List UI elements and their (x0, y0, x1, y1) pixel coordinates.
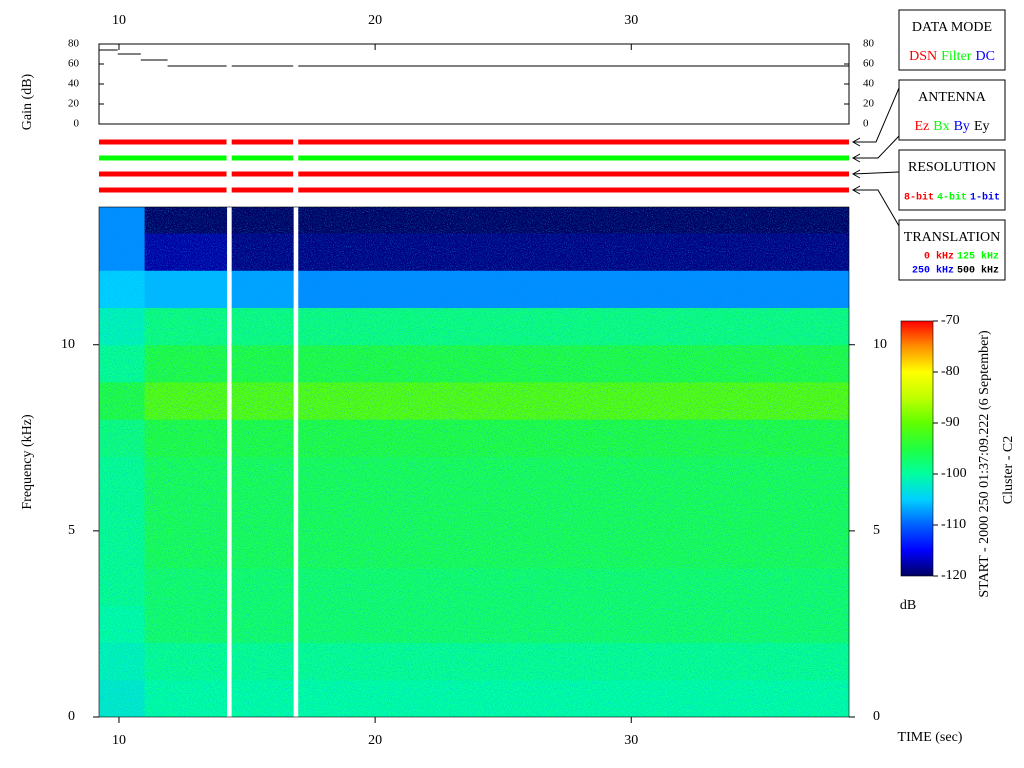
colorbar-tick-label: -100 (941, 466, 967, 481)
status-bar-segment (99, 171, 227, 177)
x-tick-label-top: 10 (112, 13, 126, 28)
status-bar-segment (298, 155, 849, 161)
side-panel-item: 4-bit (937, 192, 967, 204)
side-panel-title: RESOLUTION (908, 160, 996, 175)
y-tick-label: 0 (74, 118, 80, 130)
side-panel (898, 149, 1006, 211)
side-panel-item: 1-bit (970, 192, 1000, 204)
colorbar-label: dB (900, 598, 916, 613)
side-panel-title: TRANSLATION (904, 230, 1000, 245)
arrow-head (851, 153, 861, 163)
gain-frame (98, 43, 850, 125)
arrow-head (851, 185, 861, 195)
colorbar-tick-label: -80 (941, 364, 960, 379)
y-tick-label-right: 0 (863, 118, 869, 130)
y-tick-label: 5 (68, 523, 75, 538)
x-tick-label-top: 20 (368, 13, 382, 28)
spectrogram-frame (98, 206, 850, 718)
arrow-head (851, 169, 861, 179)
y-tick-label: 0 (68, 709, 75, 724)
y-tick-label: 80 (68, 38, 80, 50)
colorbar-tick-label: -90 (941, 415, 960, 430)
side-panel-item: DSN (909, 49, 937, 64)
x-tick-label: 20 (368, 733, 382, 748)
status-bar-segment (231, 155, 294, 161)
y-tick-label: 40 (68, 78, 80, 90)
y-tick-label: 20 (68, 98, 80, 110)
y-axis-label: Gain (dB) (20, 73, 35, 130)
y-axis-label: Frequency (kHz) (20, 414, 35, 510)
status-bar-segment (231, 187, 294, 193)
status-bar-segment (99, 139, 227, 145)
arrow (853, 87, 900, 143)
status-bar-segment (298, 187, 849, 193)
side-panel-item: 8-bit (904, 192, 934, 204)
arrow (853, 189, 900, 227)
y-tick-label: 10 (61, 337, 75, 352)
side-panel-item: Bx (933, 119, 949, 134)
status-bar-segment (99, 155, 227, 161)
y-tick-label-right: 20 (863, 98, 875, 110)
y-tick-label-right: 0 (873, 709, 880, 724)
colorbar-tick-label: -70 (941, 313, 960, 328)
y-tick-label-right: 60 (863, 58, 875, 70)
side-panel-item: 125 kHz (957, 251, 999, 263)
side-panel (898, 9, 1006, 71)
x-tick-label: 10 (112, 733, 126, 748)
side-panel-item: 250 kHz (912, 265, 954, 277)
status-bar-segment (298, 139, 849, 145)
side-panel-item: Ey (974, 119, 990, 134)
colorbar-tick-label: -120 (941, 568, 967, 583)
colorbar-tick-label: -110 (941, 517, 966, 532)
side-panel (898, 79, 1006, 141)
side-panel-item: Ez (914, 119, 929, 134)
status-bar-segment (231, 139, 294, 145)
spectrogram (99, 207, 849, 717)
pointer-arrows (851, 87, 900, 227)
noise-texture (231, 207, 294, 717)
y-tick-label-right: 5 (873, 523, 880, 538)
colorbar (900, 320, 934, 577)
noise-texture (99, 207, 145, 717)
side-panel-title: DATA MODE (912, 20, 992, 35)
arrow (853, 135, 900, 159)
noise-texture (144, 207, 227, 717)
y-tick-label-right: 80 (863, 38, 875, 50)
gain-line (99, 49, 849, 67)
arrow (852, 171, 900, 175)
y-tick-label-right: 10 (873, 337, 887, 352)
y-tick-label-right: 40 (863, 78, 875, 90)
plot-layer: 0 0 20 20 40 40 60 60 80 80 10 20 30 Gain (dB) 0 0 5 5 10 1… (20, 9, 1016, 748)
side-panel-item: Filter (941, 49, 972, 64)
x-axis-label: TIME (sec) (898, 730, 963, 745)
status-bar-segment (99, 187, 227, 193)
side-panel-item: By (954, 119, 970, 134)
arrow-head (851, 137, 861, 147)
side-panel-item: DC (975, 49, 994, 64)
run-info: Cluster - C2 (1001, 436, 1016, 504)
side-panel-item: 0 kHz (924, 251, 954, 263)
status-bar-segment (298, 171, 849, 177)
x-tick-label: 30 (624, 733, 638, 748)
x-tick-label-top: 30 (624, 13, 638, 28)
y-tick-label: 60 (68, 58, 80, 70)
side-panel-title: ANTENNA (918, 90, 987, 105)
side-panel-item: 500 kHz (957, 265, 999, 277)
noise-texture (298, 207, 849, 717)
run-info: START - 2000 250 01:37:09.222 (6 Septemb… (977, 330, 992, 598)
status-bar-segment (231, 171, 294, 177)
side-panel (898, 219, 1006, 281)
